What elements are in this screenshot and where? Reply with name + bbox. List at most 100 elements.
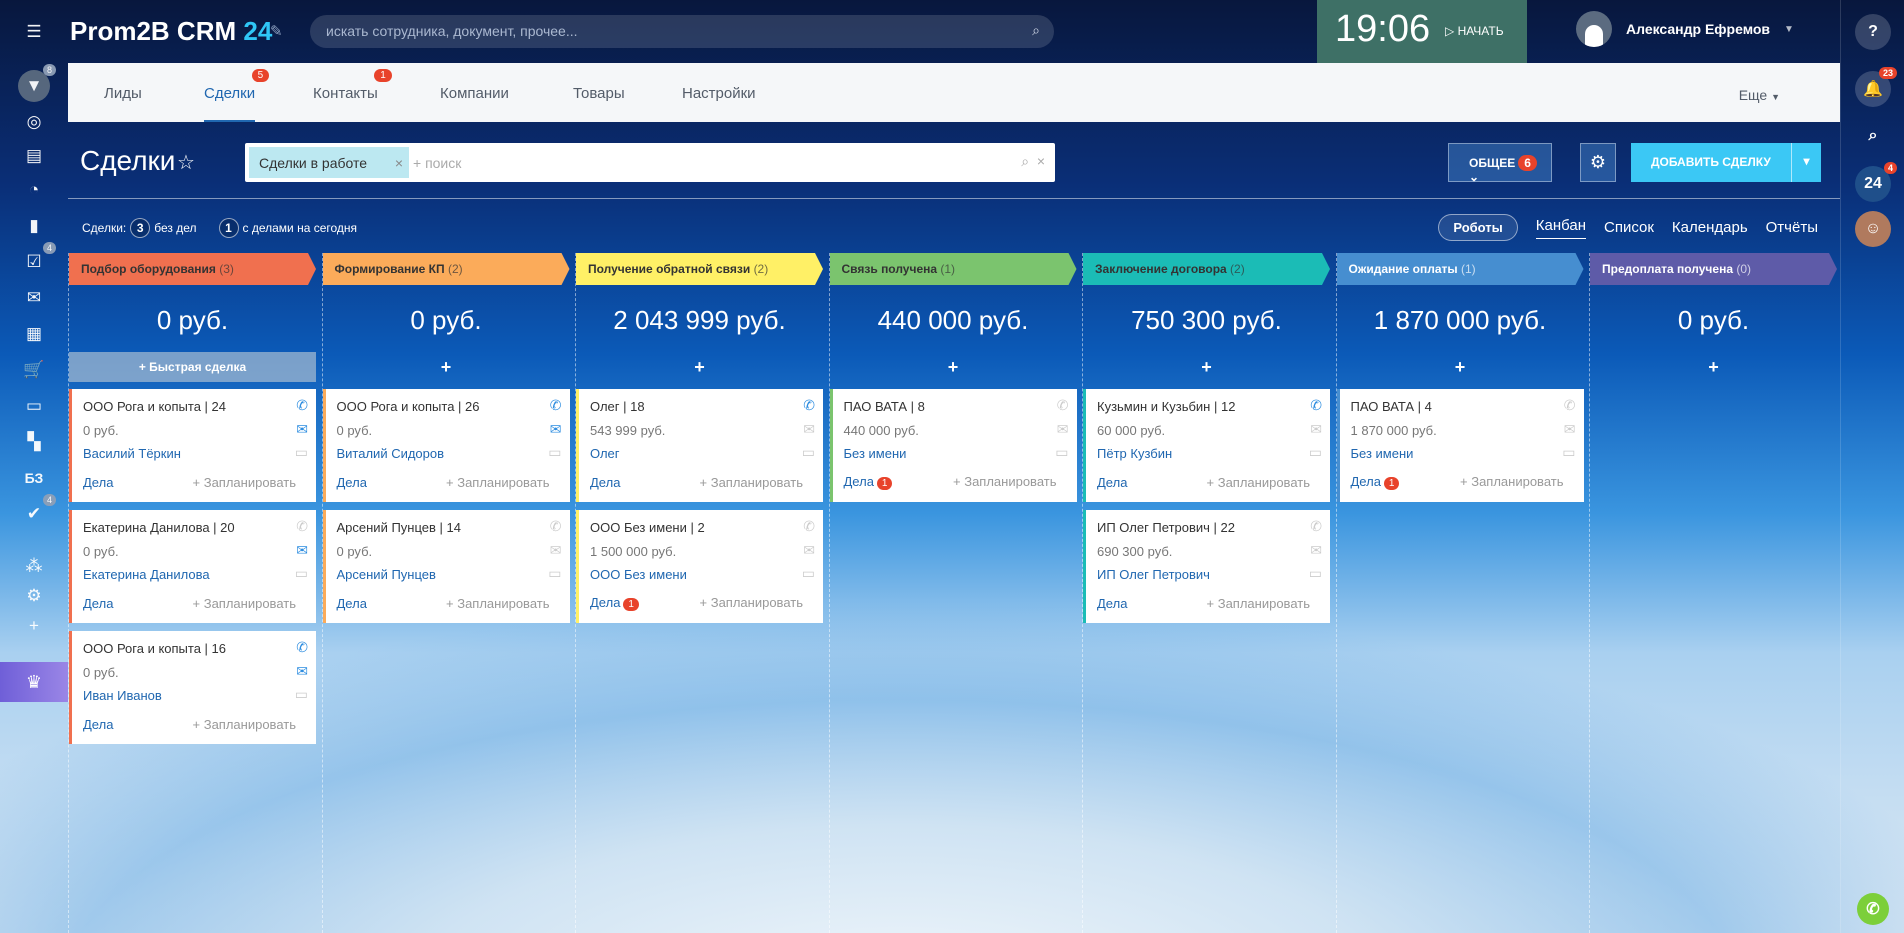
- deal-card[interactable]: ООО Рога и копыта | 26 0 руб. Виталий Си…: [322, 389, 570, 502]
- deal-title[interactable]: ООО Рога и копыта | 24: [83, 399, 226, 414]
- deal-title[interactable]: ООО Рога и копыта | 26: [336, 399, 480, 414]
- schedule-link[interactable]: + Запланировать: [446, 596, 550, 611]
- mail-icon[interactable]: ✉: [1563, 421, 1576, 437]
- search-icon[interactable]: ⌕: [1868, 127, 1878, 144]
- deal-card[interactable]: ПАО ВАТА | 8 440 000 руб. Без имени ✆ ✉ …: [829, 389, 1077, 502]
- phone-icon[interactable]: ✆: [296, 397, 308, 413]
- inbox-icon[interactable]: ▦: [25, 324, 43, 343]
- deal-contact[interactable]: Виталий Сидоров: [336, 446, 445, 461]
- activities-link[interactable]: Дела: [1097, 596, 1127, 611]
- chat-icon[interactable]: ▭: [1308, 565, 1322, 581]
- deal-card[interactable]: Кузьмин и Кузьбин | 12 60 000 руб. Пётр …: [1083, 389, 1330, 502]
- activities-link[interactable]: Дела: [590, 475, 620, 490]
- chat-icon[interactable]: ▭: [1562, 444, 1576, 460]
- close-icon[interactable]: ×: [394, 155, 403, 171]
- work-day-widget[interactable]: 19:06 ▷ НАЧАТЬ: [1317, 0, 1527, 63]
- help-icon[interactable]: ?: [1855, 14, 1891, 50]
- grid-icon[interactable]: ▚: [27, 432, 41, 451]
- column-header[interactable]: Предоплата получена (0): [1590, 253, 1837, 285]
- view-list[interactable]: Список: [1604, 219, 1654, 236]
- clock-icon[interactable]: ◔: [28, 180, 40, 199]
- phone-icon[interactable]: ✆: [296, 518, 308, 534]
- global-search-input[interactable]: искать сотрудника, документ, прочее... ⌕: [310, 15, 1054, 48]
- window-icon[interactable]: ▭: [25, 396, 43, 415]
- menu-icon[interactable]: ☰: [26, 22, 42, 41]
- phone-icon[interactable]: ✆: [1563, 397, 1576, 413]
- phone-icon[interactable]: ✆: [1056, 397, 1069, 413]
- phone-icon[interactable]: ✆: [1310, 397, 1322, 413]
- column-header[interactable]: Подбор оборудования (3): [69, 253, 316, 285]
- phone-icon[interactable]: ✆: [803, 518, 815, 534]
- chat-icon[interactable]: ▭: [548, 565, 562, 581]
- chat-icon[interactable]: ▭: [801, 444, 815, 460]
- deal-contact[interactable]: Пётр Кузбин: [1097, 446, 1173, 461]
- deal-title[interactable]: Екатерина Данилова | 20: [83, 520, 235, 535]
- schedule-link[interactable]: + Запланировать: [192, 475, 296, 490]
- tab-2[interactable]: Контакты 1: [313, 69, 392, 102]
- counter-today[interactable]: 1: [218, 218, 239, 238]
- counter-today-label[interactable]: с делами на сегодня: [242, 221, 358, 235]
- add-card-button[interactable]: +: [947, 357, 959, 377]
- schedule-link[interactable]: + Запланировать: [192, 717, 296, 732]
- chat-icon[interactable]: ▭: [548, 444, 562, 460]
- add-card-button[interactable]: +: [1454, 357, 1466, 377]
- chat-icon[interactable]: ▭: [1308, 444, 1322, 460]
- chevron-down-icon[interactable]: ▾: [1791, 143, 1821, 182]
- logo[interactable]: Prom2B CRM 24: [70, 16, 272, 47]
- crown-icon[interactable]: ♛: [0, 662, 68, 702]
- feed-icon[interactable]: ▤: [25, 146, 43, 165]
- add-card-button[interactable]: +: [1708, 357, 1719, 377]
- column-header[interactable]: Связь получена (1): [830, 253, 1077, 285]
- chat-icon[interactable]: ▭: [294, 565, 308, 581]
- deal-card[interactable]: ПАО ВАТА | 4 1 870 000 руб. Без имени ✆ …: [1336, 389, 1584, 502]
- tab-5[interactable]: Настройки: [682, 85, 756, 102]
- activities-link[interactable]: Дела: [83, 475, 113, 490]
- deal-card[interactable]: ООО Без имени | 2 1 500 000 руб. ООО Без…: [576, 510, 823, 623]
- robots-button[interactable]: Роботы: [1438, 214, 1518, 241]
- tab-0[interactable]: Лиды: [104, 85, 142, 102]
- start-button[interactable]: ▷ НАЧАТЬ: [1445, 24, 1504, 38]
- chat-icon[interactable]: ▭: [294, 444, 308, 460]
- schedule-link[interactable]: + Запланировать: [1206, 475, 1310, 490]
- check-circle-icon[interactable]: ✔ 4: [18, 494, 56, 528]
- view-calendar[interactable]: Календарь: [1671, 219, 1748, 236]
- filter-chip[interactable]: Сделки в работе ×: [249, 147, 409, 178]
- schedule-link[interactable]: + Запланировать: [953, 474, 1057, 489]
- view-kanban[interactable]: Канбан: [1535, 217, 1586, 239]
- tab-3[interactable]: Компании: [440, 85, 509, 102]
- deal-contact[interactable]: Арсений Пунцев: [336, 567, 436, 582]
- phone-icon[interactable]: ✆: [803, 397, 815, 413]
- general-button[interactable]: ОБЩЕЕ 6 ⌄: [1448, 143, 1552, 184]
- search-icon[interactable]: ⌕: [1021, 153, 1030, 169]
- mail-icon[interactable]: ✉: [296, 663, 308, 679]
- add-card-button[interactable]: +: [440, 357, 452, 377]
- deal-card[interactable]: ИП Олег Петрович | 22 690 300 руб. ИП Ол…: [1083, 510, 1330, 623]
- search-icon[interactable]: ⌕: [1032, 22, 1040, 38]
- deal-contact[interactable]: ООО Без имени: [590, 567, 687, 582]
- deal-title[interactable]: Олег | 18: [590, 399, 645, 414]
- deal-card[interactable]: Екатерина Данилова | 20 0 руб. Екатерина…: [69, 510, 316, 623]
- schedule-link[interactable]: + Запланировать: [699, 595, 803, 610]
- deal-card[interactable]: Олег | 18 543 999 руб. Олег ✆ ✉ ▭ Дела + …: [576, 389, 823, 502]
- schedule-link[interactable]: + Запланировать: [192, 596, 296, 611]
- schedule-link[interactable]: + Запланировать: [1460, 474, 1564, 489]
- mail-icon[interactable]: ✉: [1056, 421, 1069, 437]
- deal-contact[interactable]: Без имени: [843, 446, 907, 461]
- phone-icon[interactable]: ✆: [1857, 893, 1889, 925]
- b24-button[interactable]: 24 4: [1855, 162, 1897, 202]
- activities-link[interactable]: Дела: [83, 717, 113, 732]
- plus-icon[interactable]: +: [29, 616, 39, 635]
- knowledge-base-link[interactable]: БЗ: [24, 470, 44, 486]
- mail-icon[interactable]: ✉: [1310, 421, 1322, 437]
- gear-icon[interactable]: ⚙: [26, 586, 42, 605]
- deal-contact[interactable]: Екатерина Данилова: [83, 567, 210, 582]
- target-icon[interactable]: ◎: [26, 112, 42, 131]
- tasks-icon[interactable]: ☑ 4: [18, 242, 56, 276]
- deal-contact[interactable]: Василий Тёркин: [83, 446, 181, 461]
- schedule-link[interactable]: + Запланировать: [1206, 596, 1310, 611]
- deal-title[interactable]: ООО Без имени | 2: [590, 520, 705, 535]
- column-header[interactable]: Ожидание оплаты (1): [1337, 253, 1584, 285]
- deal-title[interactable]: ООО Рога и копыта | 16: [83, 641, 226, 656]
- add-deal-button[interactable]: ДОБАВИТЬ СДЕЛКУ ▾: [1631, 143, 1821, 182]
- deal-title[interactable]: ПАО ВАТА | 8: [843, 399, 925, 414]
